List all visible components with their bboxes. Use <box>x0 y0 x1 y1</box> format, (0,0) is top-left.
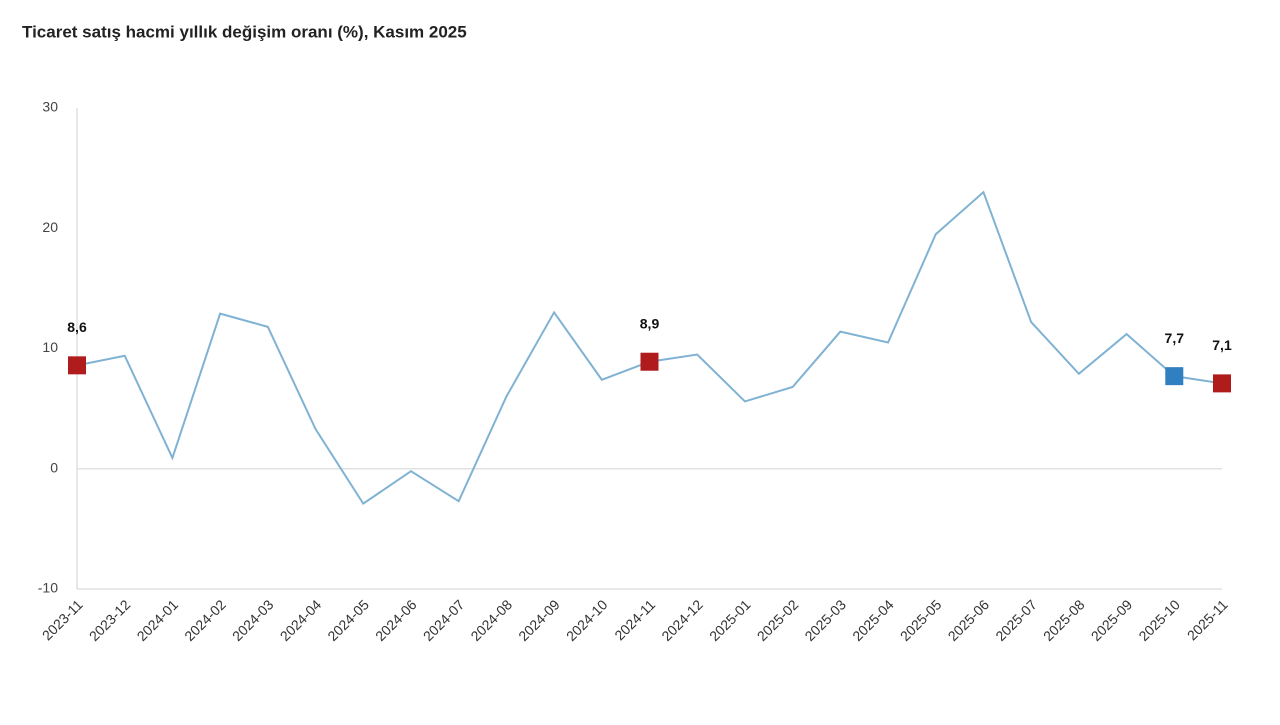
x-tick-label: 2024-01 <box>134 596 182 644</box>
value-label: 8,6 <box>67 319 87 335</box>
y-tick-label: -10 <box>38 580 58 596</box>
y-tick-label: 0 <box>50 459 58 475</box>
x-tick-label: 2025-09 <box>1088 596 1136 644</box>
x-tick-label: 2024-03 <box>229 596 277 644</box>
x-tick-label: 2025-03 <box>801 596 849 644</box>
x-tick-label: 2024-06 <box>372 596 420 644</box>
x-tick-label: 2025-01 <box>706 596 754 644</box>
x-tick-label: 2024-08 <box>467 596 515 644</box>
data-line <box>76 190 1223 506</box>
x-tick-label: 2025-08 <box>1040 596 1088 644</box>
x-tick-label: 2025-05 <box>897 596 945 644</box>
x-tick-label: 2024-12 <box>658 596 706 644</box>
marker <box>1213 374 1231 393</box>
value-label: 8,9 <box>640 315 660 331</box>
x-tick-label: 2024-02 <box>181 596 229 644</box>
x-tick-label: 2025-02 <box>754 596 802 644</box>
x-tick-label: 2025-04 <box>849 596 897 644</box>
chart-title: Ticaret satış hacmi yıllık değişim oranı… <box>22 22 467 41</box>
marker <box>68 356 86 375</box>
y-tick-label: 30 <box>42 99 58 115</box>
x-tick-label: 2024-09 <box>515 596 563 644</box>
x-tick-label: 2024-10 <box>563 596 611 644</box>
x-tick-label: 2023-11 <box>39 596 86 643</box>
x-tick-label: 2025-11 <box>1184 596 1231 643</box>
x-tick-label: 2024-11 <box>611 596 658 643</box>
x-tick-label: 2025-06 <box>945 596 993 644</box>
marker <box>1165 367 1184 386</box>
x-tick-label: 2024-04 <box>277 596 325 644</box>
x-tick-label: 2023-12 <box>86 596 134 644</box>
value-label: 7,7 <box>1165 330 1185 346</box>
value-label: 7,1 <box>1212 337 1232 353</box>
marker <box>640 352 659 371</box>
y-tick-label: 20 <box>42 219 58 235</box>
x-tick-label: 2025-10 <box>1135 596 1183 644</box>
x-tick-label: 2025-07 <box>992 596 1040 644</box>
x-tick-label: 2024-05 <box>324 596 372 644</box>
x-tick-label: 2024-07 <box>420 596 468 644</box>
y-tick-label: 10 <box>42 339 58 355</box>
